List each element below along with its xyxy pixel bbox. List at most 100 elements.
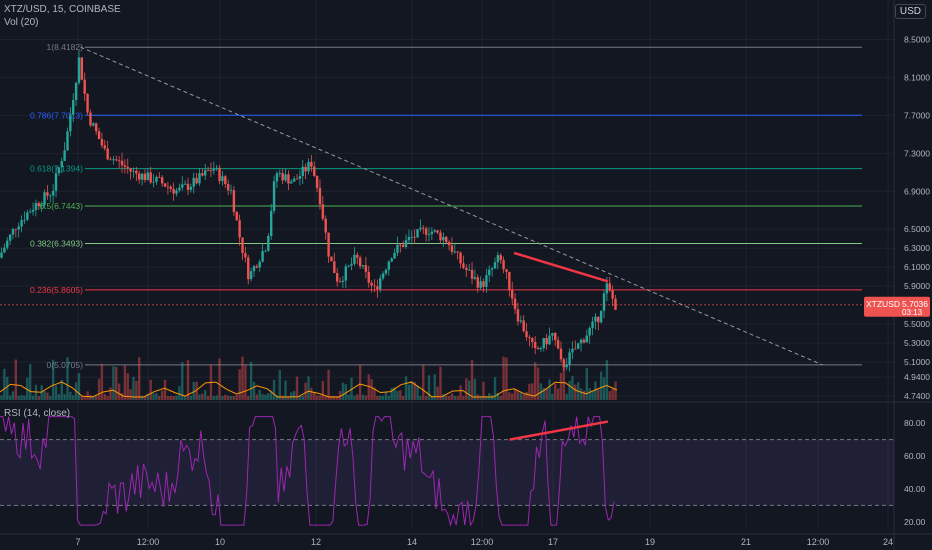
candle-body xyxy=(364,265,368,272)
volume-bar xyxy=(381,395,385,400)
candle-body xyxy=(559,348,563,360)
volume-bar xyxy=(267,393,270,400)
candle-body xyxy=(163,183,167,187)
candle-body xyxy=(149,172,152,183)
volume-bar xyxy=(235,394,238,400)
candle-body xyxy=(304,166,307,172)
volume-bar xyxy=(307,376,310,400)
candle-body xyxy=(459,252,462,264)
symbol-legend[interactable]: XTZ/USD, 15, COINBASE xyxy=(4,4,121,15)
volume-bar xyxy=(247,395,250,400)
volume-legend[interactable]: Vol (20) xyxy=(4,17,39,28)
volume-bar xyxy=(152,393,155,400)
candle-body xyxy=(321,204,325,219)
price-axis-label: 5.9000 xyxy=(904,281,930,291)
candle-body xyxy=(533,342,537,349)
volume-bar xyxy=(218,358,221,400)
volume-bar xyxy=(3,368,6,400)
candle-body xyxy=(562,359,566,368)
volume-bar xyxy=(505,357,508,400)
volume-bar xyxy=(195,381,198,400)
candle-body xyxy=(513,298,517,310)
volume-bar xyxy=(353,395,356,400)
volume-bar xyxy=(611,389,614,400)
volume-bar xyxy=(54,385,58,400)
volume-bar xyxy=(112,366,115,400)
price-axis-label: 4.9400 xyxy=(904,372,930,382)
volume-bar xyxy=(387,395,391,400)
volume-bar xyxy=(338,391,342,400)
time-axis-label: 17 xyxy=(548,537,558,547)
volume-bar xyxy=(559,372,563,400)
candle-body xyxy=(97,131,101,140)
rsi-axis-label: 60.00 xyxy=(904,451,926,461)
volume-bar xyxy=(516,391,520,400)
candle-body xyxy=(138,173,141,180)
candle-body xyxy=(594,316,597,322)
price-axis-label: 5.5000 xyxy=(904,319,930,329)
volume-bar xyxy=(252,381,256,400)
volume-bar xyxy=(508,392,511,400)
volume-bar xyxy=(531,383,534,400)
volume-bar xyxy=(31,395,35,400)
candle-body xyxy=(229,190,233,192)
currency-button[interactable]: USD xyxy=(894,4,926,19)
rsi-axis-label: 80.00 xyxy=(904,418,926,428)
volume-bar xyxy=(100,363,104,400)
candle-body xyxy=(169,186,172,189)
volume-bar xyxy=(594,381,597,400)
volume-bar xyxy=(226,395,230,400)
volume-bar xyxy=(424,395,428,400)
volume-bar xyxy=(579,388,583,400)
volume-bar xyxy=(269,390,273,400)
volume-bar xyxy=(284,380,287,400)
volume-bar xyxy=(224,394,227,400)
candle-body xyxy=(416,229,419,238)
candle-body xyxy=(281,173,284,181)
volume-bar xyxy=(43,391,46,400)
volume-bar xyxy=(413,381,416,400)
candle-body xyxy=(258,261,261,268)
volume-bar xyxy=(132,376,135,400)
volume-bar xyxy=(462,395,465,400)
candle-body xyxy=(267,235,270,251)
volume-bar xyxy=(86,391,89,400)
volume-bar xyxy=(447,396,451,400)
volume-bar xyxy=(261,394,264,400)
volume-bar xyxy=(46,392,49,400)
candle-body xyxy=(407,237,411,241)
volume-bar xyxy=(212,395,216,400)
volume-bar xyxy=(175,395,178,400)
price-axis-label: 6.9000 xyxy=(904,186,930,196)
candle-body xyxy=(49,195,52,197)
volume-bar xyxy=(92,396,95,400)
volume-bar xyxy=(292,391,296,400)
candle-body xyxy=(579,339,583,344)
volume-bar xyxy=(310,387,313,400)
time-axis-label: 12 xyxy=(311,537,321,547)
candle-body xyxy=(28,211,32,213)
candle-body xyxy=(37,203,40,207)
candle-body xyxy=(433,230,436,232)
candle-body xyxy=(143,173,147,181)
candle-body xyxy=(298,175,302,179)
volume-bar xyxy=(367,374,370,400)
volume-bar xyxy=(410,381,413,400)
time-axis-label: 12:00 xyxy=(137,537,160,547)
candle-body xyxy=(358,257,362,267)
volume-bar xyxy=(215,395,218,400)
volume-bar xyxy=(126,373,129,400)
volume-bar xyxy=(14,359,18,400)
candle-body xyxy=(20,220,23,227)
rsi-legend[interactable]: RSI (14, close) xyxy=(4,408,71,419)
candle-body xyxy=(353,254,356,264)
candle-body xyxy=(479,281,482,288)
candle-body xyxy=(11,229,15,235)
candle-body xyxy=(272,181,276,211)
volume-bar xyxy=(146,393,150,400)
candle-body xyxy=(462,263,465,268)
candle-body xyxy=(172,188,175,194)
volume-bar xyxy=(496,392,500,400)
volume-bar xyxy=(568,381,571,400)
